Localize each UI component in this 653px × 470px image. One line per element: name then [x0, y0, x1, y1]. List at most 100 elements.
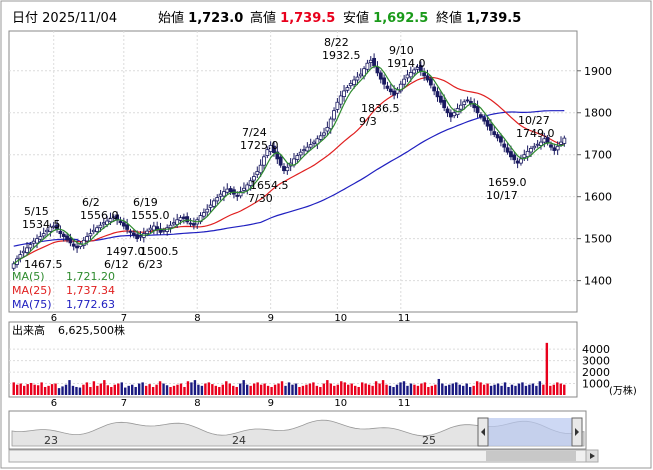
candle-body [522, 154, 527, 159]
volume-bar [517, 383, 521, 395]
candle-body [515, 160, 520, 164]
volume-bar [117, 383, 120, 395]
candle-body [178, 217, 183, 221]
candle-body [278, 156, 283, 166]
candle-body [201, 212, 206, 217]
volume-bar [462, 385, 465, 395]
volume-bar [259, 384, 263, 395]
volume-bar [85, 382, 89, 395]
volume-bar [479, 382, 482, 395]
volume-bar [482, 384, 486, 395]
candle-body [485, 120, 490, 127]
candle-body [375, 66, 380, 74]
candle-body [168, 224, 173, 229]
candle-body [438, 95, 443, 103]
ma75-path [13, 110, 565, 247]
candle-body [492, 131, 497, 135]
volume-bar [563, 384, 566, 395]
open-label: 始値 [158, 11, 185, 26]
navigator-right-handle[interactable] [571, 417, 583, 447]
candle-body [398, 83, 403, 92]
candle-body [512, 154, 517, 161]
high-label: 高値 [250, 11, 277, 26]
annotation-label: 1659.0 [488, 176, 527, 189]
volume-grid [9, 348, 577, 385]
ma5-line [13, 65, 565, 265]
volume-bar [61, 386, 64, 395]
candle-body [31, 240, 36, 244]
candle-body [308, 144, 313, 148]
scrollbar-thumb[interactable] [486, 451, 576, 461]
candle-body [539, 141, 543, 146]
candle-body [402, 78, 407, 85]
volume-bar [545, 342, 549, 395]
volume-month-label: 10 [334, 398, 347, 409]
candle-body [171, 222, 176, 225]
candle-body [282, 166, 286, 172]
candle-body [25, 247, 29, 253]
volume-bar [385, 384, 388, 395]
volume-bar [75, 386, 78, 395]
volume-bar [294, 383, 298, 395]
volume-bar [12, 382, 15, 395]
candle-body [245, 184, 250, 191]
volume-bar [475, 381, 479, 395]
candle-body [318, 135, 323, 140]
annotation-label: 5/15 [24, 205, 49, 218]
navigator-left-handle[interactable] [477, 417, 489, 447]
volume-bar [204, 383, 207, 395]
volume-bar [19, 383, 22, 395]
candle-body [238, 191, 243, 197]
volume-bar [103, 380, 106, 395]
annotation-label: 7/24 [242, 126, 267, 139]
legend-ma25-value: 1,737.34 [66, 284, 115, 297]
candle-body [128, 230, 133, 233]
candle-body [108, 218, 113, 223]
volume-bar [291, 384, 294, 395]
volume-bar [211, 384, 214, 395]
candle-body [405, 74, 410, 79]
candle-body [81, 239, 86, 246]
candle-body [101, 222, 106, 225]
volume-bar [179, 383, 183, 395]
navigator-selection[interactable] [486, 418, 576, 446]
volume-bar [82, 384, 85, 395]
candle-body [442, 99, 447, 109]
candle-body [505, 147, 510, 153]
candle-body [71, 243, 76, 247]
candle-body [532, 145, 537, 149]
annotation-value: 1932.5 [322, 49, 361, 62]
volume-bar [367, 384, 371, 395]
annotation-value: 6/23 [138, 258, 163, 271]
candle-body [222, 191, 226, 197]
volume-bar [322, 383, 326, 395]
volume-bar [99, 383, 103, 395]
volume-bar [416, 385, 420, 395]
candle-body [48, 226, 53, 232]
candle-body [312, 141, 316, 144]
volume-bar [169, 386, 172, 395]
volume-bar [451, 383, 454, 395]
annotation-value: 1914.0 [387, 57, 426, 70]
candle-body [458, 104, 463, 110]
volume-bar [197, 384, 200, 395]
price-grid [9, 31, 577, 312]
candle-body [422, 72, 427, 77]
candle-body [258, 164, 263, 174]
candle-body [352, 79, 356, 86]
volume-bar [106, 385, 110, 395]
candle-body [88, 233, 93, 237]
volume-bar [96, 385, 99, 395]
candlesticks [11, 53, 567, 271]
navigator-label-3: 25 [422, 434, 436, 447]
annotation-label: 8/22 [324, 36, 349, 49]
candle-body [529, 148, 533, 153]
candle-body [378, 72, 383, 80]
volume-bar [263, 383, 266, 395]
volume-bar [395, 384, 399, 395]
volume-bar [298, 386, 301, 395]
volume-bars [12, 342, 566, 395]
volume-bar [549, 385, 552, 395]
volume-bar [141, 382, 144, 395]
